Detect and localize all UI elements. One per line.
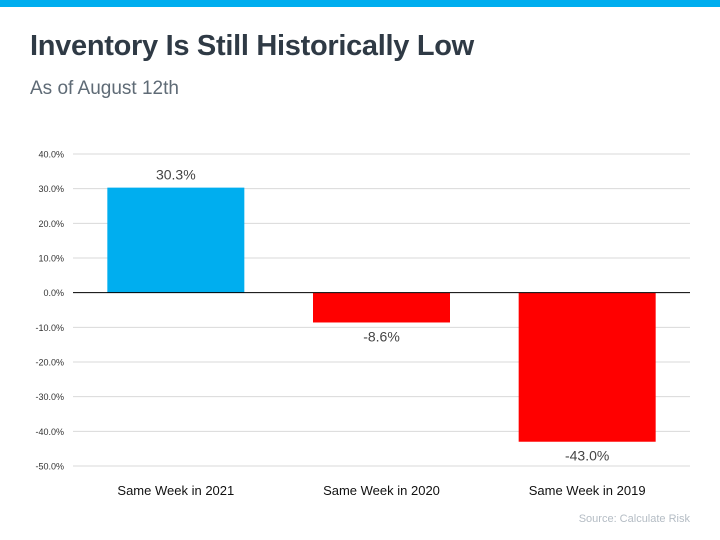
- x-tick-label: Same Week in 2020: [323, 483, 440, 498]
- y-tick-label: 0.0%: [43, 288, 64, 298]
- page-title: Inventory Is Still Historically Low: [30, 30, 474, 62]
- data-label: -43.0%: [565, 448, 609, 464]
- y-tick-label: 40.0%: [38, 150, 64, 160]
- y-tick-label: 30.0%: [38, 184, 64, 194]
- y-tick-label: -30.0%: [35, 392, 64, 402]
- y-tick-label: 20.0%: [38, 219, 64, 229]
- bar: [313, 292, 450, 323]
- y-tick-label: -50.0%: [35, 462, 64, 472]
- data-label: -8.6%: [363, 328, 400, 344]
- bar: [518, 292, 656, 442]
- x-tick-label: Same Week in 2021: [117, 483, 234, 498]
- source-note: Source: Calculate Risk: [578, 513, 690, 525]
- data-label: 30.3%: [156, 167, 196, 183]
- y-tick-label: 10.0%: [38, 254, 64, 264]
- y-tick-label: -20.0%: [35, 358, 64, 368]
- y-tick-label: -10.0%: [35, 323, 64, 333]
- x-tick-label: Same Week in 2019: [529, 483, 646, 498]
- y-tick-label: -40.0%: [35, 427, 64, 437]
- bar: [107, 187, 245, 293]
- page-subtitle: As of August 12th: [30, 78, 179, 99]
- top-accent-bar: [0, 0, 720, 7]
